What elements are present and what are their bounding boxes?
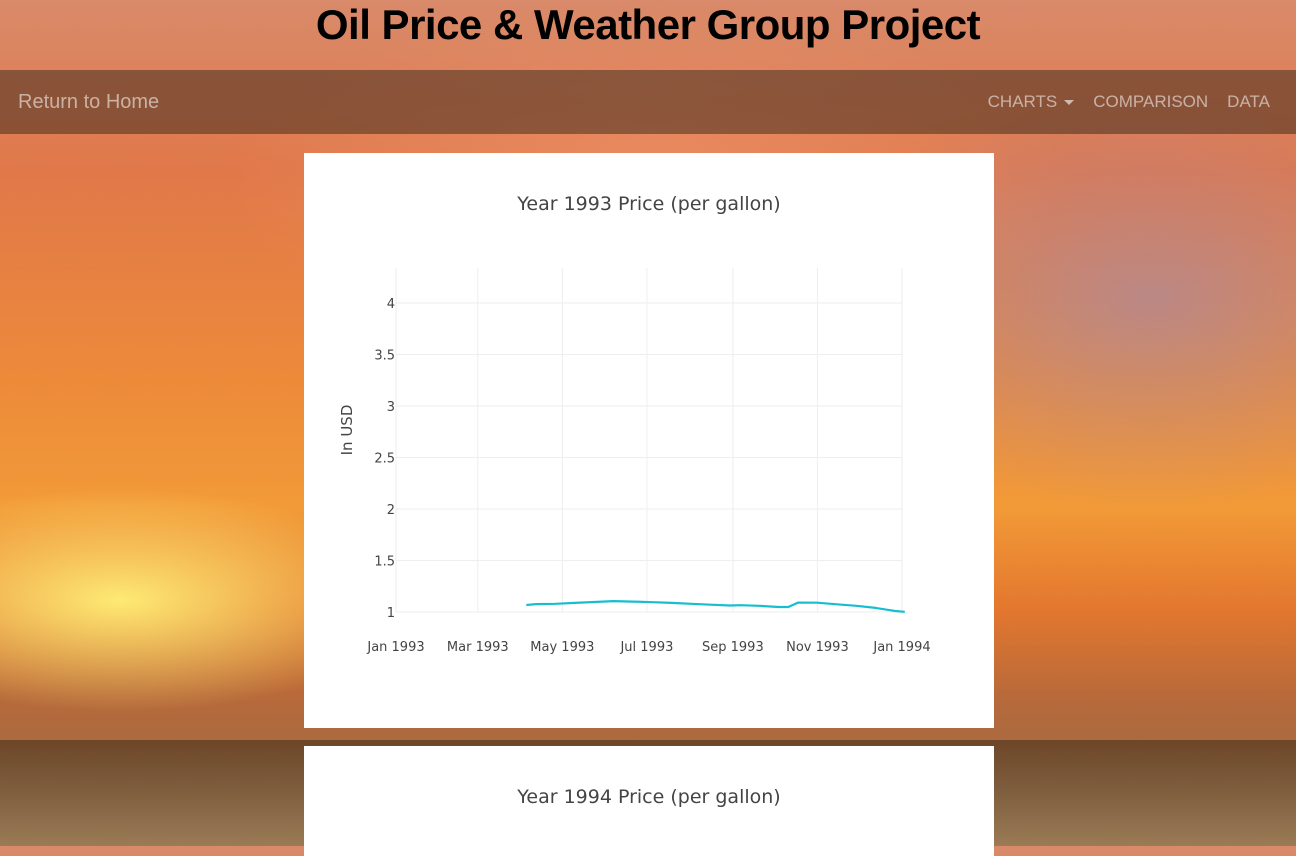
x-tick-label: Sep 1993 (702, 640, 764, 655)
nav-menu: CHARTS COMPARISON DATA (988, 70, 1270, 134)
nav-comparison-label: COMPARISON (1093, 92, 1208, 112)
y-tick-label: 3.5 (374, 349, 395, 364)
x-tick-label: Jul 1993 (619, 640, 673, 655)
nav-comparison-link[interactable]: COMPARISON (1093, 92, 1208, 112)
series-line (526, 601, 905, 612)
nav-charts-dropdown[interactable]: CHARTS (988, 92, 1075, 112)
chevron-down-icon (1064, 100, 1074, 105)
site-header: Oil Price & Weather Group Project (0, 0, 1296, 70)
return-home-link[interactable]: Return to Home (18, 70, 159, 134)
chart-card-1994: Year 1994 Price (per gallon) (304, 746, 994, 856)
y-tick-label: 2 (387, 503, 395, 518)
x-tick-label: Jan 1993 (366, 640, 424, 655)
nav-data-label: DATA (1227, 92, 1270, 112)
navbar: Return to Home CHARTS COMPARISON DATA (0, 70, 1296, 134)
x-tick-label: Mar 1993 (447, 640, 509, 655)
y-tick-label: 1.5 (374, 555, 395, 570)
nav-data-link[interactable]: DATA (1227, 92, 1270, 112)
page-title: Oil Price & Weather Group Project (0, 0, 1296, 50)
x-tick-label: Nov 1993 (786, 640, 849, 655)
nav-charts-label: CHARTS (988, 92, 1058, 112)
y-tick-label: 4 (387, 297, 395, 312)
y-tick-label: 3 (387, 400, 395, 415)
chart-title: Year 1994 Price (per gallon) (304, 786, 994, 808)
x-tick-label: May 1993 (530, 640, 594, 655)
y-tick-label: 1 (387, 606, 395, 621)
x-tick-label: Jan 1994 (872, 640, 930, 655)
y-axis-title: In USD (338, 405, 356, 456)
line-chart-1993[interactable]: 1 1.5 2 2.5 3 3.5 4 Jan 1993 Mar 1993 May 1993 Jul… (304, 153, 994, 728)
y-tick-label: 2.5 (374, 452, 395, 467)
